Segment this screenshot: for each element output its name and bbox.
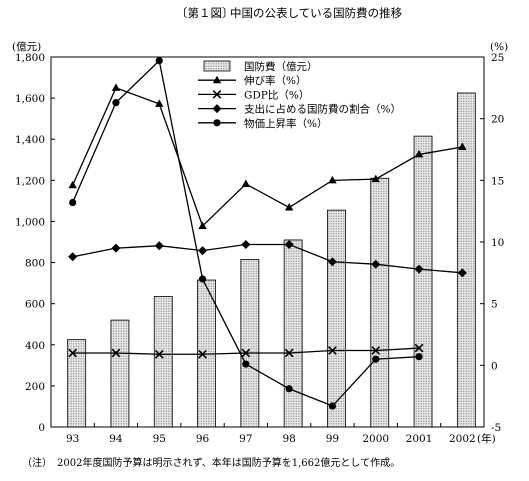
y-left-tick-label: 1,000: [15, 216, 45, 228]
legend-label: 物価上昇率（%）: [244, 117, 327, 130]
point-triangle: [458, 142, 467, 151]
bar-defense-budget: [240, 259, 260, 428]
y-left-tick-label: 1,200: [15, 175, 45, 187]
legend-marker-triangle: [212, 75, 222, 84]
point-cross: [328, 346, 337, 355]
y-left-tick-label: 600: [25, 299, 45, 311]
point-circle: [112, 99, 120, 107]
y-left-tick-label: 0: [38, 422, 45, 434]
series-line-diamond: [72, 243, 463, 274]
legend-label: 支出に占める国防費の割合（%）: [244, 103, 401, 116]
x-tick-label: 97: [239, 433, 252, 445]
y-left-tick-label: 1,800: [15, 52, 45, 64]
legend-marker-diamond: [212, 104, 222, 114]
bar-defense-budget: [67, 339, 87, 428]
point-diamond: [68, 252, 78, 262]
y-right-tick-label: 15: [491, 175, 504, 187]
y-right-tick-label: 0: [491, 360, 498, 372]
point-circle: [285, 385, 293, 393]
legend-swatch-bar: [203, 60, 231, 72]
y-left-tick-label: 1,400: [15, 134, 45, 146]
bar-defense-budget: [413, 135, 433, 428]
y-right-tick-label: 25: [491, 52, 504, 64]
y-right-unit-label: (%): [490, 41, 508, 53]
point-circle: [155, 57, 163, 65]
x-tick-label: 93: [66, 433, 79, 445]
point-cross: [68, 348, 78, 358]
point-circle: [242, 360, 250, 368]
point-triangle: [155, 99, 164, 107]
point-triangle: [111, 83, 121, 91]
legend-marker-circle: [213, 119, 221, 127]
point-triangle: [414, 149, 424, 158]
point-triangle: [328, 175, 337, 184]
chart-title-bracket: 〔第１図〕: [176, 6, 234, 20]
chart-note: （注） 2002年度国防予算は明示されず、本年は国防予算を1,662億元として作…: [22, 456, 400, 469]
axes-layer: 02004006008001,0001,2001,4001,6001,800-5…: [15, 52, 504, 445]
y-right-tick-label: 20: [491, 114, 504, 126]
x-tick-label: 99: [326, 433, 339, 445]
point-diamond: [198, 246, 208, 256]
point-triangle: [68, 180, 77, 189]
point-diamond: [457, 268, 467, 278]
x-tick-label: 96: [196, 433, 210, 445]
bar-defense-budget: [456, 92, 476, 428]
series-line-triangle: [72, 87, 463, 228]
legend-label: 伸び率（%）: [244, 74, 306, 87]
point-diamond: [154, 241, 164, 251]
point-circle: [415, 353, 423, 361]
x-tick-label: 2001: [406, 433, 433, 445]
point-triangle: [241, 179, 251, 188]
point-triangle: [198, 221, 207, 229]
y-right-tick-label: 5: [491, 299, 498, 311]
x-tick-label: 2002: [449, 433, 476, 445]
y-left-tick-label: 800: [25, 258, 45, 270]
x-tick-label: 94: [109, 433, 123, 445]
point-diamond: [284, 239, 294, 249]
x-tick-label: 95: [153, 433, 166, 445]
point-circle: [372, 355, 380, 363]
point-cross: [241, 348, 251, 358]
bar-defense-budget: [110, 319, 130, 428]
point-cross: [154, 349, 164, 359]
x-tick-label: 2000: [362, 433, 389, 445]
point-diamond: [241, 239, 251, 249]
point-cross: [111, 348, 121, 358]
point-diamond: [111, 243, 121, 253]
legend-label: 国防費（億元）: [244, 60, 318, 73]
point-circle: [198, 275, 207, 283]
point-triangle: [284, 202, 294, 211]
x-unit-label: (年): [477, 432, 496, 445]
bar-defense-budget: [153, 296, 173, 428]
point-diamond: [414, 264, 424, 274]
point-circle: [69, 198, 77, 207]
point-diamond: [371, 259, 381, 269]
point-cross: [371, 346, 381, 355]
point-cross: [284, 348, 294, 358]
point-triangle: [371, 174, 380, 183]
lines-layer: [68, 57, 467, 410]
chart-title: 中国の公表している国防費の推移: [230, 6, 403, 20]
point-cross: [414, 343, 424, 353]
bar-defense-budget: [283, 239, 303, 428]
x-tick-label: 98: [282, 433, 295, 445]
legend-marker-cross: [212, 90, 222, 99]
bar-defense-budget: [370, 177, 390, 428]
y-left-tick-label: 400: [25, 340, 45, 352]
point-cross: [198, 349, 207, 359]
y-right-tick-label: -5: [491, 422, 501, 434]
y-left-tick-label: 1,600: [15, 93, 45, 105]
y-left-unit-label: (億元): [12, 40, 41, 53]
bars-layer: [67, 92, 476, 428]
point-diamond: [327, 257, 337, 267]
point-circle: [328, 402, 337, 410]
y-right-tick-label: 10: [491, 237, 504, 249]
y-left-tick-label: 200: [25, 381, 45, 393]
legend: 国防費（億元）伸び率（%）GDP比（%） 支出に占める国防費の割合（%）物価上昇率…: [198, 60, 401, 130]
legend-label: GDP比（%）: [244, 88, 309, 101]
